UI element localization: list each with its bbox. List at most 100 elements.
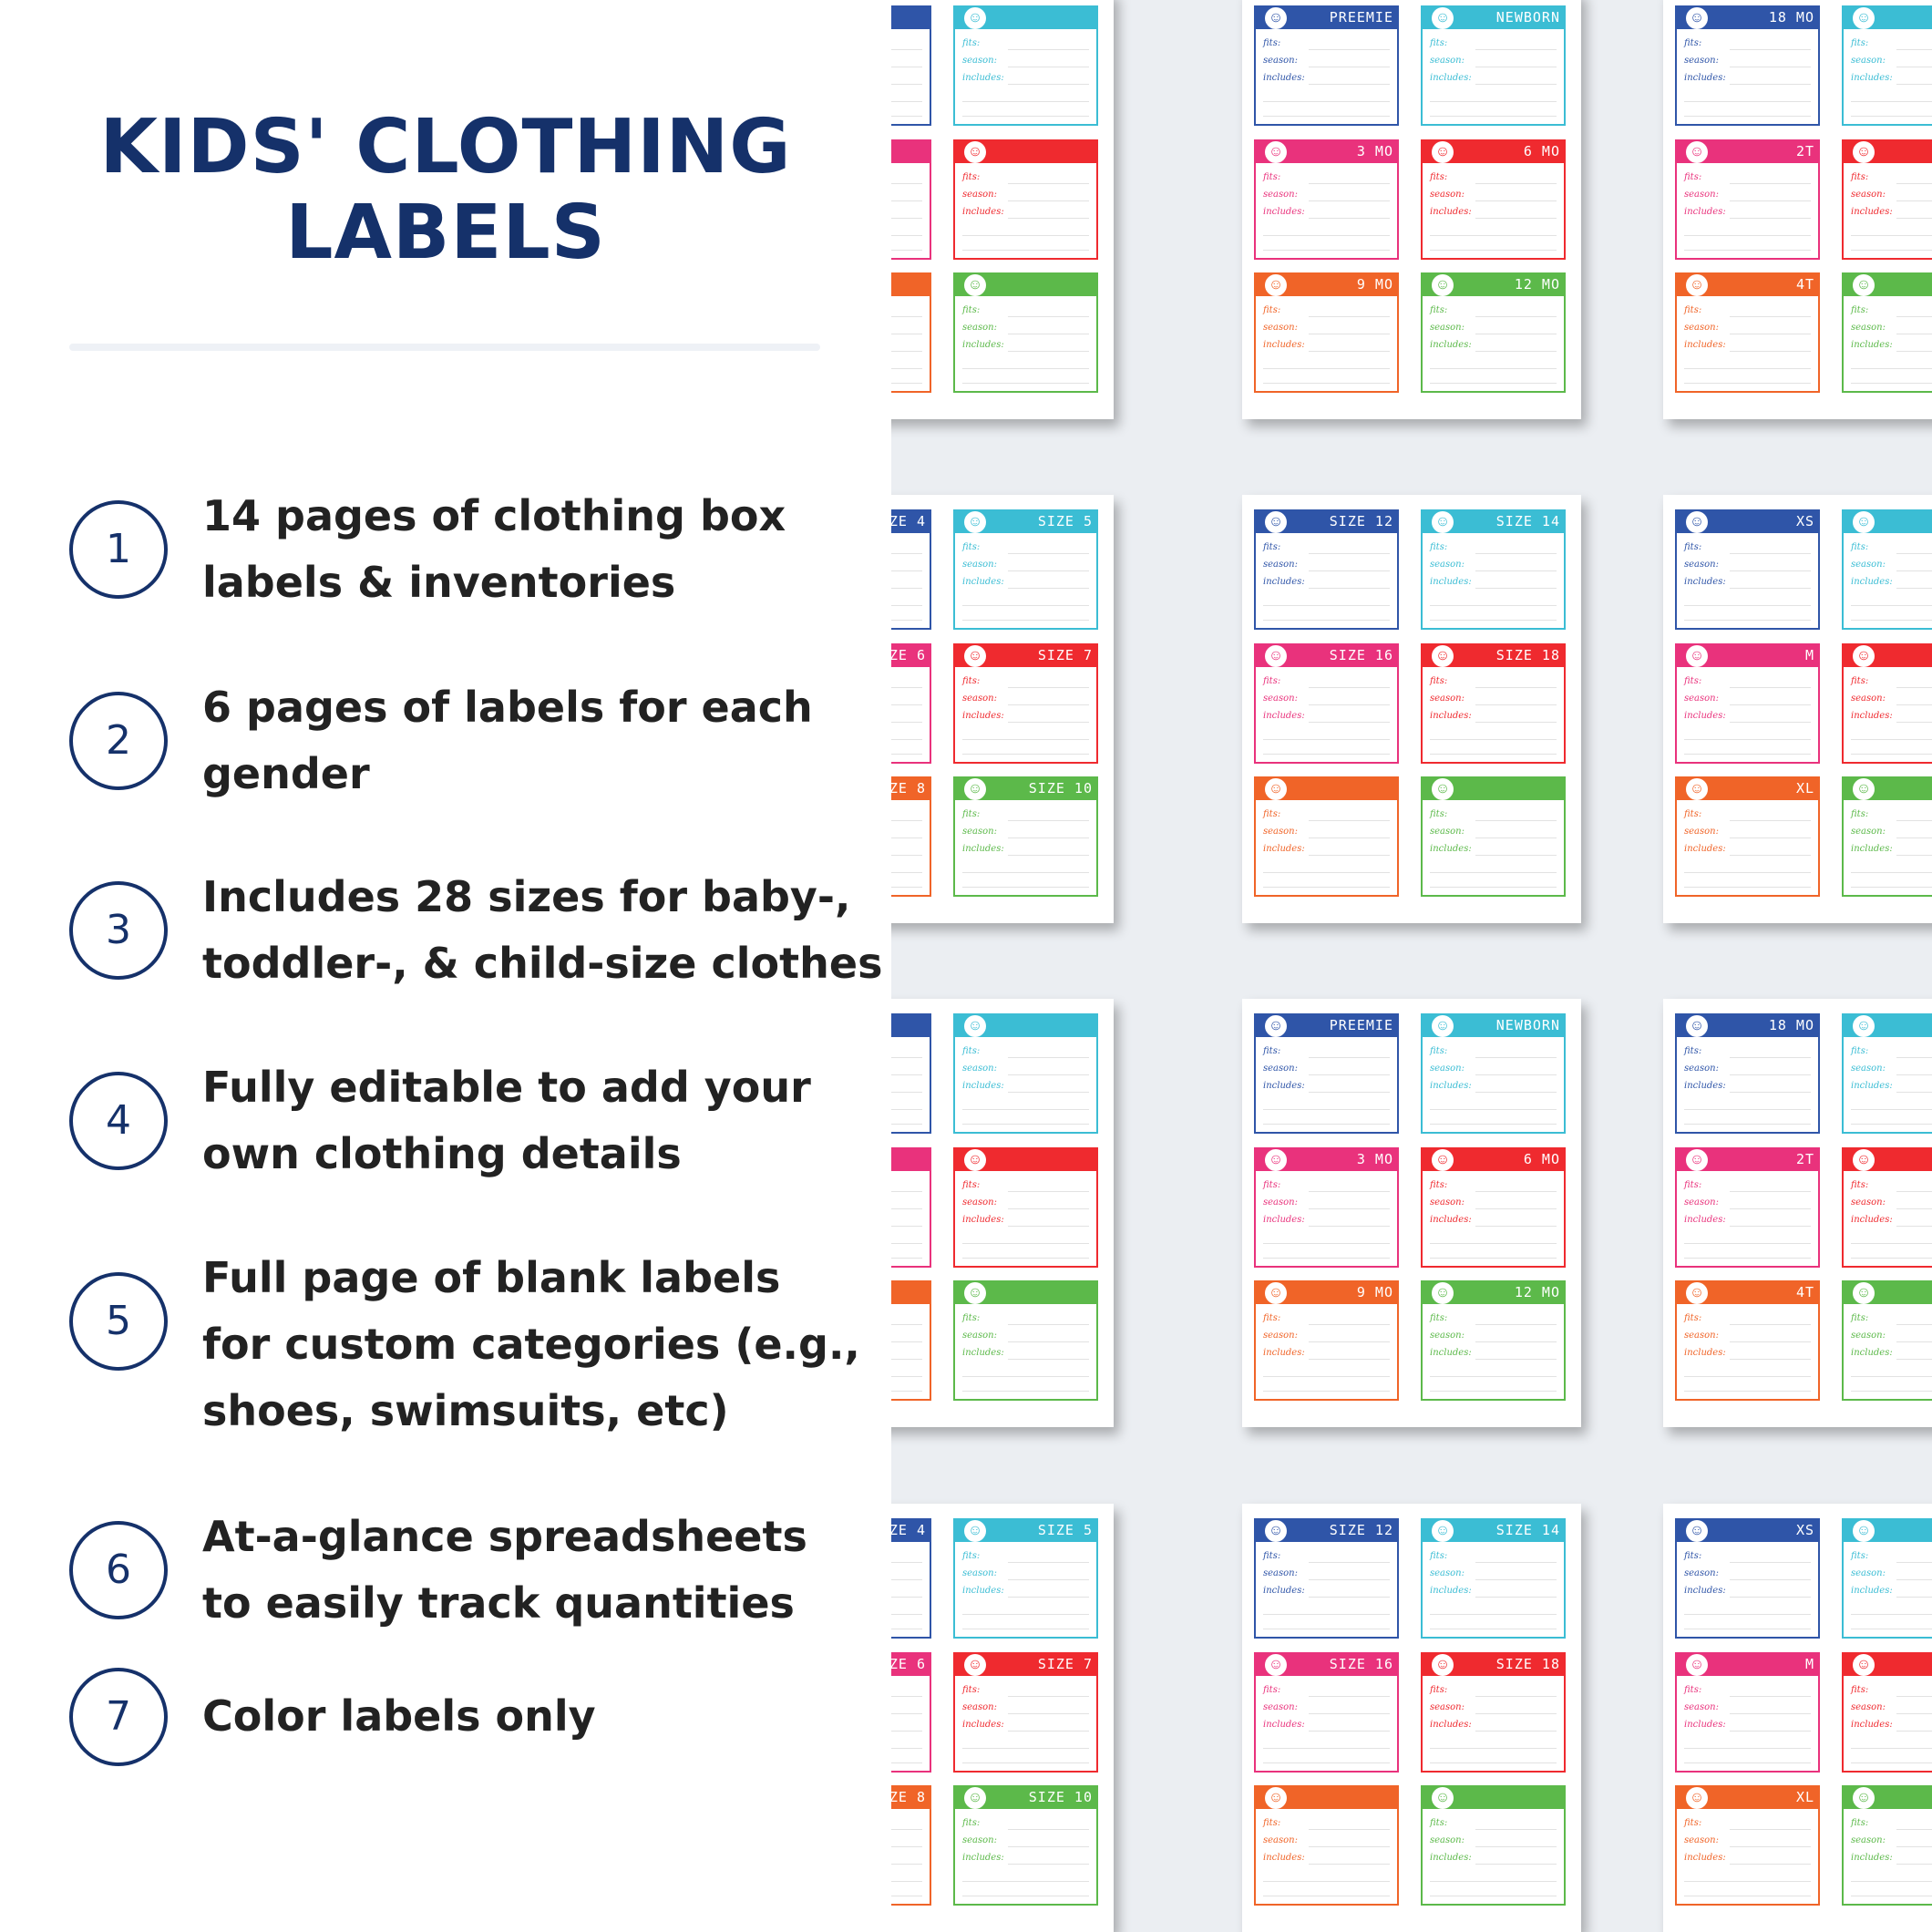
label-write-line [1263, 739, 1390, 740]
label-write-line [1730, 1579, 1811, 1580]
label-write-line [1896, 1597, 1932, 1598]
girl-face-icon: ☺ [1432, 1149, 1454, 1171]
label-write-line [1263, 1614, 1390, 1615]
label-field-name: fits: [1430, 38, 1448, 48]
clothing-label-card: 4T ☺ fits: season: includes: [1675, 272, 1820, 393]
boy-face-icon: ☺ [1265, 1787, 1287, 1809]
label-write-line [1430, 754, 1557, 755]
label-field-name: season: [962, 56, 997, 66]
label-write-line [1851, 116, 1932, 117]
label-sheet-preview: ☺ fits: season: includes: ☺ fits: season: inclu… [891, 999, 1114, 1427]
clothing-label-card: 6 MO ☺ fits: season: includes: [1421, 139, 1566, 260]
label-write-line [1309, 183, 1390, 184]
label-field-name: season: [1263, 1702, 1298, 1712]
label-write-line [1008, 84, 1089, 85]
feature-number-badge: 5 [69, 1272, 168, 1371]
label-write-line [1684, 368, 1811, 369]
label-field-name: includes: [1851, 1853, 1893, 1863]
info-panel: KIDS' CLOTHING LABELS 1 14 pages of cloth… [0, 0, 891, 1932]
label-write-line [1008, 820, 1089, 821]
label-write-line [891, 235, 922, 236]
label-write-line [1851, 101, 1932, 102]
feature-text: 14 pages of clothing box labels & invento… [202, 483, 877, 616]
label-write-line [1263, 1391, 1390, 1392]
label-write-line [1684, 235, 1811, 236]
clothing-label-card: PREEMIE ☺ fits: season: includes: [1254, 5, 1399, 126]
label-write-line [1263, 887, 1390, 888]
label-write-line [1475, 820, 1557, 821]
label-size-header: SIZE 4 [891, 1518, 931, 1542]
label-write-line [1309, 1829, 1390, 1830]
label-field-name: season: [1263, 694, 1298, 704]
label-write-line [891, 1762, 922, 1763]
label-write-line [1730, 49, 1811, 50]
feature-text-line: for custom categories (e.g., [202, 1320, 860, 1369]
label-field-name: fits: [1430, 1685, 1448, 1695]
label-write-line [891, 1562, 922, 1563]
clothing-label-card: SIZE 18 ☺ fits: season: includes: [1421, 643, 1566, 764]
clothing-label-card: M ☺ fits: season: includes: [1675, 1652, 1820, 1773]
label-write-line [891, 553, 922, 554]
label-field-name: fits: [1851, 172, 1869, 182]
label-write-line [1730, 183, 1811, 184]
clothing-label-card: ☺fits:season:includes: [891, 1013, 931, 1134]
label-field-name: includes: [962, 711, 1004, 721]
clothing-label-card: SIZE 10 ☺ fits: season: includes: [953, 776, 1098, 897]
label-write-line [962, 1109, 1089, 1110]
label-write-line [1309, 1579, 1390, 1580]
label-size-header: SIZE 6 [891, 643, 931, 667]
label-field-name: season: [962, 190, 997, 200]
label-field-name: includes: [1684, 207, 1726, 217]
label-write-line [1896, 200, 1932, 201]
label-field-name: season: [1851, 323, 1886, 333]
label-write-line [1896, 553, 1932, 554]
label-field-name: fits: [1430, 1313, 1448, 1323]
label-write-line [1896, 183, 1932, 184]
label-field-name: fits: [962, 809, 981, 819]
label-write-line [1684, 754, 1811, 755]
label-write-line [891, 704, 922, 705]
label-preview-collage: ☺ fits: season: includes: ☺ fits: season: inclu… [891, 0, 1932, 1932]
label-field-name: includes: [1430, 1215, 1472, 1225]
label-write-line [1475, 1846, 1557, 1847]
label-field-name: fits: [1430, 1818, 1448, 1828]
label-write-line [891, 1391, 922, 1392]
feature-text-line: to easily track quantities [202, 1578, 795, 1628]
label-write-line [1263, 620, 1390, 621]
girl-face-icon: ☺ [964, 274, 986, 296]
label-write-line [1263, 754, 1390, 755]
label-field-name: season: [1684, 694, 1719, 704]
boy-face-icon: ☺ [1853, 645, 1875, 667]
label-size-header: SIZE 8 [891, 776, 931, 800]
label-write-line [1263, 1243, 1390, 1244]
label-write-line [1309, 553, 1390, 554]
label-field-name: fits: [1430, 305, 1448, 315]
label-field-name: includes: [1263, 844, 1305, 854]
feature-text: Fully editable to add your own clothing d… [202, 1054, 877, 1187]
label-write-line [1684, 605, 1811, 606]
label-write-line [1851, 1391, 1932, 1392]
clothing-label-card: 12 MO ☺ fits: season: includes: [1421, 272, 1566, 393]
label-write-line [1730, 351, 1811, 352]
label-write-line [962, 368, 1089, 369]
label-field-name: fits: [962, 1685, 981, 1695]
label-sheet-preview: PREEMIE ☺ fits: season: includes: NEWBORN ☺ fit… [1242, 999, 1581, 1427]
label-write-line [891, 887, 922, 888]
label-write-line [891, 1748, 922, 1749]
label-field-name: season: [1851, 56, 1886, 66]
label-field-name: season: [1684, 190, 1719, 200]
label-field-name: fits: [1684, 38, 1702, 48]
label-write-line [1730, 1092, 1811, 1093]
label-write-line [891, 368, 922, 369]
label-size-header [891, 1147, 931, 1171]
clothing-label-card: ☺fits:season:includes: [953, 1280, 1098, 1401]
label-write-line [891, 739, 922, 740]
label-write-line [1309, 1846, 1390, 1847]
label-write-line [891, 1696, 922, 1697]
label-sheet-preview: XS ☺ fits: season: includes: ☺ fits: season: inc… [1663, 495, 1932, 923]
label-field-name: fits: [1430, 1551, 1448, 1561]
boy-face-icon: ☺ [964, 1520, 986, 1542]
label-write-line [1475, 49, 1557, 50]
label-field-name: season: [1851, 1331, 1886, 1341]
girl-face-icon: ☺ [1853, 7, 1875, 29]
